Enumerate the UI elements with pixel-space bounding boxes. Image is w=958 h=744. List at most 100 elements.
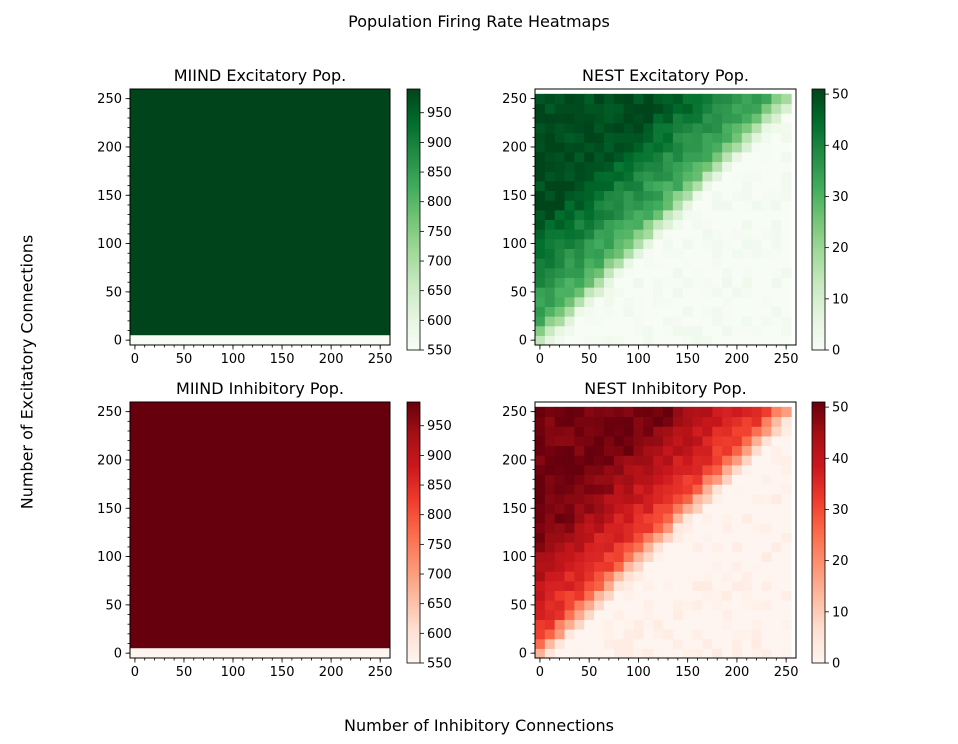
y-tick-label: 150 — [97, 189, 122, 204]
heatmap-cell — [672, 474, 684, 485]
x-tick-label: 0 — [536, 665, 544, 680]
heatmap-cell — [741, 132, 753, 143]
heatmap-cell — [781, 180, 792, 192]
heatmap-cell — [584, 542, 595, 553]
heatmap-cell — [633, 513, 644, 524]
heatmap-cell — [761, 238, 772, 249]
heatmap-cell — [633, 561, 644, 572]
heatmap-cell — [653, 638, 664, 649]
heatmap-cell — [712, 493, 723, 505]
heatmap-cell — [663, 151, 674, 163]
heatmap-cell — [682, 219, 694, 230]
heatmap-cell — [564, 335, 575, 346]
heatmap-cell — [603, 435, 615, 447]
heatmap-cell — [603, 426, 615, 437]
heatmap-cell — [584, 296, 595, 307]
heatmap-cell — [761, 542, 772, 553]
heatmap-cell — [702, 171, 713, 182]
heatmap-cell — [554, 267, 566, 278]
heatmap-cell — [682, 484, 694, 495]
heatmap-cell — [781, 619, 792, 630]
heatmap-cell — [613, 287, 625, 298]
y-tick-label: 250 — [97, 405, 122, 420]
heatmap-cell — [741, 426, 753, 437]
heatmap-cell — [564, 93, 575, 105]
heatmap-cell — [544, 248, 556, 259]
colorbar-tick-label: 10 — [832, 605, 849, 620]
heatmap-cell — [771, 229, 782, 240]
heatmap-cell — [682, 122, 694, 134]
heatmap-cell — [574, 229, 585, 240]
heatmap-cell — [603, 648, 615, 659]
heatmap-cell — [544, 571, 556, 582]
heatmap-cell — [741, 493, 753, 505]
heatmap-cell — [712, 258, 723, 269]
heatmap-cell — [633, 551, 644, 562]
y-tick-label: 50 — [105, 598, 122, 613]
heatmap-cell — [702, 180, 713, 192]
heatmap-cell — [130, 89, 390, 336]
heatmap-cell — [771, 335, 782, 346]
heatmap-cell — [544, 325, 556, 336]
heatmap-cell — [554, 325, 566, 336]
heatmap-cell — [692, 493, 704, 505]
heatmap-cell — [613, 513, 625, 524]
heatmap-cell — [554, 532, 566, 543]
heatmap-cell — [584, 209, 595, 221]
heatmap-cell — [663, 132, 674, 143]
heatmap-cell — [741, 335, 753, 346]
heatmap-cell — [712, 161, 723, 172]
heatmap-cell — [682, 142, 694, 153]
heatmap-cell — [663, 619, 674, 630]
heatmap-cell — [712, 103, 723, 114]
heatmap-cell — [613, 648, 625, 659]
heatmap-cell — [554, 132, 566, 143]
heatmap-cell — [564, 580, 575, 591]
heatmap-cell — [544, 258, 556, 269]
heatmap-cell — [702, 513, 713, 524]
heatmap-cell — [544, 474, 556, 485]
heatmap-cell — [761, 296, 772, 307]
heatmap-cell — [722, 416, 733, 427]
heatmap-cell — [682, 277, 694, 288]
heatmap-cell — [584, 219, 595, 230]
heatmap-cell — [751, 629, 763, 640]
heatmap-cell — [544, 296, 556, 307]
heatmap-cell — [663, 93, 674, 105]
heatmap-cell — [692, 561, 704, 572]
heatmap-cell — [741, 209, 753, 221]
heatmap-cell — [544, 267, 556, 278]
heatmap-cell — [702, 416, 713, 427]
heatmap-cell — [544, 238, 556, 249]
heatmap-cell — [574, 180, 585, 192]
heatmap-cell — [613, 609, 625, 620]
heatmap-cell — [584, 171, 595, 182]
heatmap-cell — [741, 571, 753, 582]
heatmap-cell — [761, 103, 772, 114]
heatmap-cell — [623, 122, 635, 134]
heatmap-cell — [584, 416, 595, 427]
heatmap-cell — [603, 151, 615, 163]
heatmap-cell — [535, 267, 546, 278]
heatmap-cell — [544, 629, 556, 640]
heatmap-cell — [771, 316, 782, 327]
heatmap-cell — [623, 335, 635, 346]
heatmap-cell — [672, 113, 684, 124]
x-tick-label: 100 — [626, 352, 651, 367]
heatmap-cell — [682, 103, 694, 114]
heatmap-cell — [692, 513, 704, 524]
heatmap-cell — [731, 113, 743, 124]
heatmap-cell — [613, 200, 625, 211]
heatmap-cell — [781, 445, 792, 456]
heatmap-cell — [613, 493, 625, 505]
heatmap-cell — [603, 209, 615, 221]
heatmap-cell — [653, 113, 664, 124]
heatmap-cell — [535, 445, 546, 456]
heatmap-cell — [682, 325, 694, 336]
heatmap-cell — [692, 113, 704, 124]
heatmap-cell — [722, 484, 733, 495]
heatmap-cell — [633, 316, 644, 327]
heatmap-cell — [682, 316, 694, 327]
heatmap-cell — [544, 103, 556, 114]
heatmap-cell — [731, 229, 743, 240]
